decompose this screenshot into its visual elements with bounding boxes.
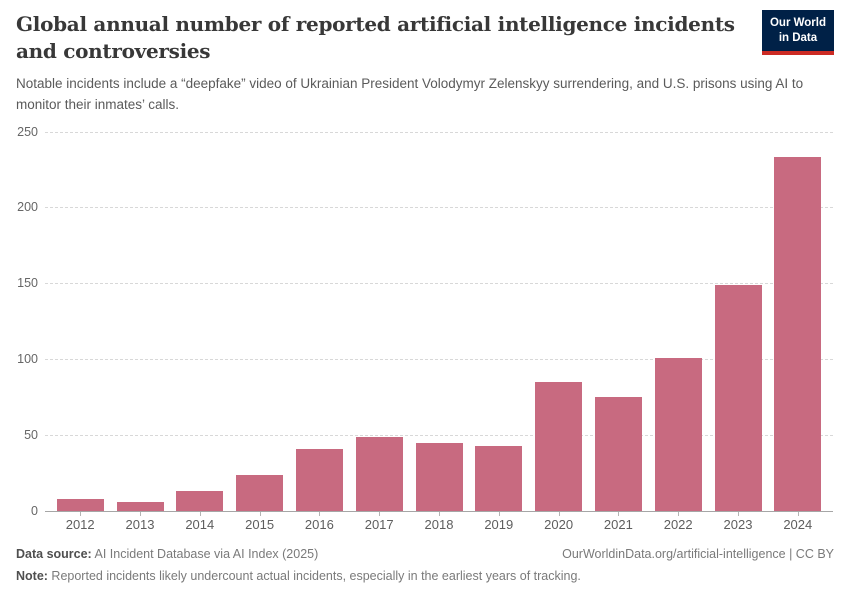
- x-axis-tick-2015: [259, 512, 261, 516]
- x-axis-tick-2022: [678, 512, 680, 516]
- footer-url-link[interactable]: OurWorldinData.org/artificial-intelligen…: [562, 547, 834, 561]
- y-axis-label-0: 0: [31, 504, 38, 518]
- bar-2012[interactable]: [56, 498, 104, 511]
- bar-2024[interactable]: [774, 157, 822, 511]
- x-axis-label-2021: 2021: [603, 517, 633, 532]
- x-axis-tick-2013: [140, 512, 141, 516]
- y-axis-label-250: 250: [17, 124, 38, 139]
- footer-source-text: AI Incident Database via AI Index (2025): [91, 547, 319, 561]
- footer-note-text: Reported incidents likely undercount act…: [47, 569, 581, 583]
- x-axis-label-2022: 2022: [663, 517, 693, 532]
- page-title: Global annual number of reported artific…: [16, 12, 735, 63]
- x-axis-label-2017: 2017: [364, 517, 394, 532]
- x-axis-label-2013: 2013: [125, 517, 155, 532]
- bar-2018[interactable]: [415, 442, 463, 511]
- x-axis-tick-2023: [738, 512, 739, 516]
- x-axis-label-2016: 2016: [304, 517, 334, 532]
- gridline-150: [45, 283, 833, 285]
- owid-logo[interactable]: Our World in Data: [761, 10, 834, 55]
- x-axis-label-2019: 2019: [484, 517, 514, 532]
- y-axis-label-200: 200: [17, 200, 38, 215]
- footer-source-label: Data source:: [16, 547, 92, 561]
- x-axis-tick-2014: [199, 512, 201, 516]
- bar-2016[interactable]: [295, 448, 343, 511]
- x-axis-tick-2017: [379, 512, 381, 516]
- x-axis-tick-2019: [498, 512, 500, 516]
- footer-note-label: Note:: [16, 569, 48, 583]
- bar-2014[interactable]: [176, 491, 224, 511]
- gridline-250: [45, 131, 833, 133]
- bar-2013[interactable]: [116, 501, 164, 511]
- bar-2017[interactable]: [355, 436, 403, 511]
- gridline-100: [45, 359, 833, 361]
- bar-2023[interactable]: [714, 284, 762, 511]
- y-axis-label-150: 150: [17, 276, 38, 291]
- x-axis-label-2012: 2012: [65, 517, 95, 532]
- gridline-50: [45, 435, 833, 437]
- x-axis-line: [45, 511, 833, 512]
- x-axis-tick-2020: [558, 512, 560, 516]
- bar-2022[interactable]: [654, 357, 702, 511]
- x-axis-label-2018: 2018: [424, 517, 454, 532]
- x-axis-tick-2012: [80, 512, 82, 516]
- gridline-200: [45, 207, 833, 209]
- x-axis-tick-2018: [439, 512, 440, 516]
- footer-note: Note: Reported incidents likely undercou…: [16, 568, 834, 586]
- bar-2020[interactable]: [535, 382, 583, 511]
- x-axis-label-2015: 2015: [245, 517, 275, 532]
- owid-logo-line2: in Data: [778, 31, 818, 44]
- x-axis-tick-2024: [797, 512, 799, 516]
- bar-2015[interactable]: [236, 474, 284, 511]
- x-axis-label-2024: 2024: [783, 517, 813, 532]
- y-axis-label-100: 100: [17, 352, 38, 367]
- x-axis-tick-2021: [618, 512, 620, 516]
- x-axis-tick-2016: [319, 512, 321, 516]
- x-axis-label-2014: 2014: [185, 517, 215, 532]
- owid-logo-line1: Our World: [769, 17, 826, 29]
- x-axis-label-2023: 2023: [723, 517, 753, 532]
- page-subtitle: Notable incidents include a “deepfake” v…: [16, 76, 804, 112]
- x-axis-label-2020: 2020: [544, 517, 574, 532]
- y-axis-label-50: 50: [24, 428, 38, 443]
- bar-2021[interactable]: [594, 397, 642, 511]
- footer-source: Data source: AI Incident Database via AI…: [16, 546, 318, 564]
- bar-2019[interactable]: [475, 445, 523, 511]
